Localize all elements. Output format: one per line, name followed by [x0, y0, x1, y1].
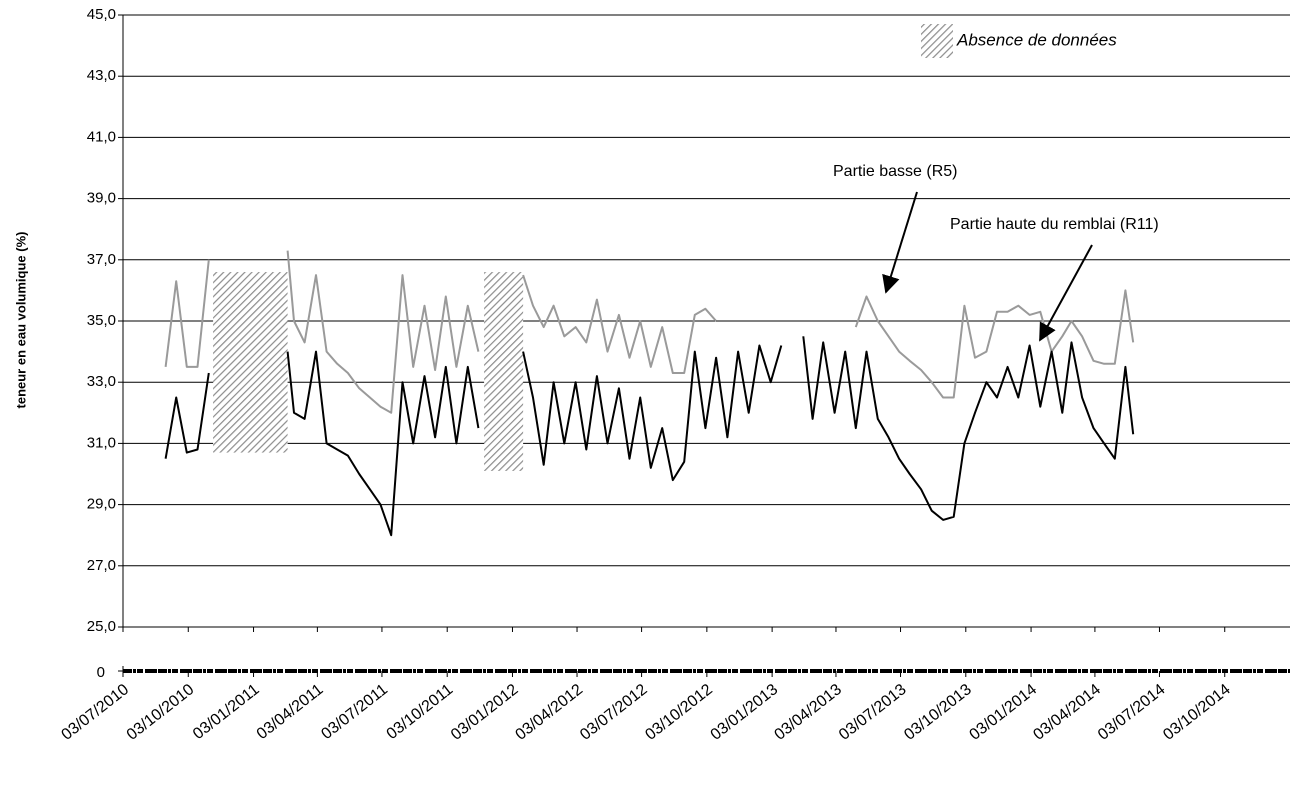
x-tick-label: 03/10/2011 [384, 681, 457, 743]
x-tick-label: 03/07/2012 [577, 681, 651, 744]
grid [123, 14, 1290, 628]
series-line [164, 336, 1135, 537]
annotation: Partie haute du remblai (R11) [950, 216, 1159, 233]
x-tick-label: 03/07/2011 [318, 681, 391, 743]
x-tick-label: 03/10/2012 [642, 681, 716, 744]
y-tick-label: 41,0 [87, 128, 116, 145]
y-tick-label: 33,0 [87, 373, 116, 390]
series-line [164, 250, 1135, 414]
y-tick-label: 39,0 [87, 190, 116, 207]
y-tick-label: 45,0 [87, 6, 116, 23]
gap-areas [213, 272, 524, 471]
x-tick-label: 03/04/2011 [254, 681, 327, 743]
x-tick-label: 03/01/2011 [190, 681, 263, 743]
y-tick-label: 31,0 [87, 434, 116, 451]
x-tick-label: 03/07/2014 [1095, 681, 1169, 744]
x-tick-label: 03/04/2014 [1030, 681, 1104, 744]
legend-label: Absence de données [956, 30, 1117, 49]
gap-area [213, 272, 288, 453]
y-tick-label: 35,0 [87, 312, 116, 329]
y-axis-title: teneur en eau volumique (%) [13, 232, 28, 409]
y-break-label: 0 [97, 664, 105, 681]
x-tick-label: 03/04/2012 [513, 681, 587, 744]
y-tick-label: 27,0 [87, 557, 116, 574]
y-tick-label: 37,0 [87, 251, 116, 268]
x-tick-label: 03/10/2010 [124, 681, 198, 744]
axes [118, 14, 1290, 677]
annotation-arrow [882, 191, 918, 294]
legend-swatch [921, 24, 953, 58]
y-tick-label: 43,0 [87, 67, 116, 84]
x-tick-label: 03/07/2010 [58, 681, 132, 744]
x-tick-label: 03/01/2013 [708, 681, 782, 744]
x-tick-label: 03/10/2014 [1160, 681, 1234, 744]
x-tick-label: 03/04/2013 [771, 681, 845, 744]
y-tick-label: 25,0 [87, 618, 116, 635]
x-tick-label: 03/01/2014 [967, 681, 1041, 744]
x-tick-label: 03/07/2013 [836, 681, 910, 744]
annotation-arrow [1039, 244, 1093, 342]
y-tick-label: 29,0 [87, 496, 116, 513]
x-tick-label: 03/10/2013 [901, 681, 975, 744]
gap-area [484, 272, 524, 471]
annotation: Partie basse (R5) [833, 163, 958, 180]
lines [164, 250, 1135, 537]
x-tick-label: 03/01/2012 [448, 681, 522, 744]
